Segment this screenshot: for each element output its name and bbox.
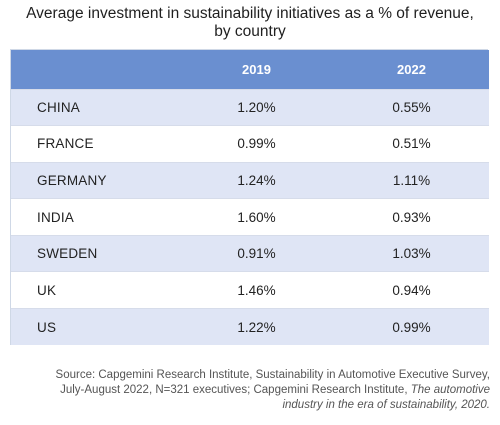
value-2019-cell: 1.60% xyxy=(179,198,334,236)
country-cell: GERMANY xyxy=(11,161,179,199)
value-2019-cell: 1.46% xyxy=(179,271,334,309)
country-cell: FRANCE xyxy=(11,125,179,163)
table-row: SWEDEN 0.91% 1.03% xyxy=(11,234,489,272)
country-cell: UK xyxy=(11,271,179,309)
source-line-1: Source: Capgemini Research Institute, Su… xyxy=(55,369,490,381)
country-cell: CHINA xyxy=(11,88,179,126)
chart-title: Average investment in sustainability ini… xyxy=(0,5,500,41)
value-2019-cell: 1.22% xyxy=(179,308,334,346)
value-2022-cell: 1.03% xyxy=(334,234,489,272)
value-2019-cell: 0.91% xyxy=(179,234,334,272)
value-2022-cell: 0.99% xyxy=(334,308,489,346)
value-2019-cell: 0.99% xyxy=(179,125,334,163)
value-2022-cell: 0.55% xyxy=(334,88,489,126)
table-row: FRANCE 0.99% 0.51% xyxy=(11,125,489,163)
source-line-3-italic: industry in the era of sustainability, 2… xyxy=(282,399,490,411)
header-country xyxy=(11,50,179,89)
header-2019: 2019 xyxy=(179,50,334,89)
chart-title-line-2: by country xyxy=(214,23,286,40)
value-2022-cell: 0.93% xyxy=(334,198,489,236)
country-cell: SWEDEN xyxy=(11,234,179,272)
data-table-container: 2019 2022 CHINA 1.20% 0.55% FRANCE 0.99% 0.51… xyxy=(10,49,489,346)
source-note: Source: Capgemini Research Institute, Su… xyxy=(20,368,490,413)
data-table: 2019 2022 CHINA 1.20% 0.55% FRANCE 0.99% 0.51… xyxy=(11,50,489,346)
source-line-2-italic: The automotive xyxy=(410,384,490,396)
table-body: CHINA 1.20% 0.55% FRANCE 0.99% 0.51% GERMANY 1.… xyxy=(11,88,489,346)
header-2022: 2022 xyxy=(334,50,489,89)
chart-title-line-1: Average investment in sustainability ini… xyxy=(26,5,474,22)
table-row: GERMANY 1.24% 1.11% xyxy=(11,161,489,199)
value-2022-cell: 0.94% xyxy=(334,271,489,309)
value-2022-cell: 1.11% xyxy=(334,161,489,199)
table-header-row: 2019 2022 xyxy=(11,50,489,89)
table-row: UK 1.46% 0.94% xyxy=(11,271,489,309)
country-cell: INDIA xyxy=(11,198,179,236)
table-row: CHINA 1.20% 0.55% xyxy=(11,88,489,126)
source-line-2: July-August 2022, N=321 executives; Capg… xyxy=(60,384,408,396)
country-cell: US xyxy=(11,308,179,346)
table-row: US 1.22% 0.99% xyxy=(11,308,489,346)
value-2022-cell: 0.51% xyxy=(334,125,489,163)
value-2019-cell: 1.24% xyxy=(179,161,334,199)
table-row: INDIA 1.60% 0.93% xyxy=(11,198,489,236)
value-2019-cell: 1.20% xyxy=(179,88,334,126)
